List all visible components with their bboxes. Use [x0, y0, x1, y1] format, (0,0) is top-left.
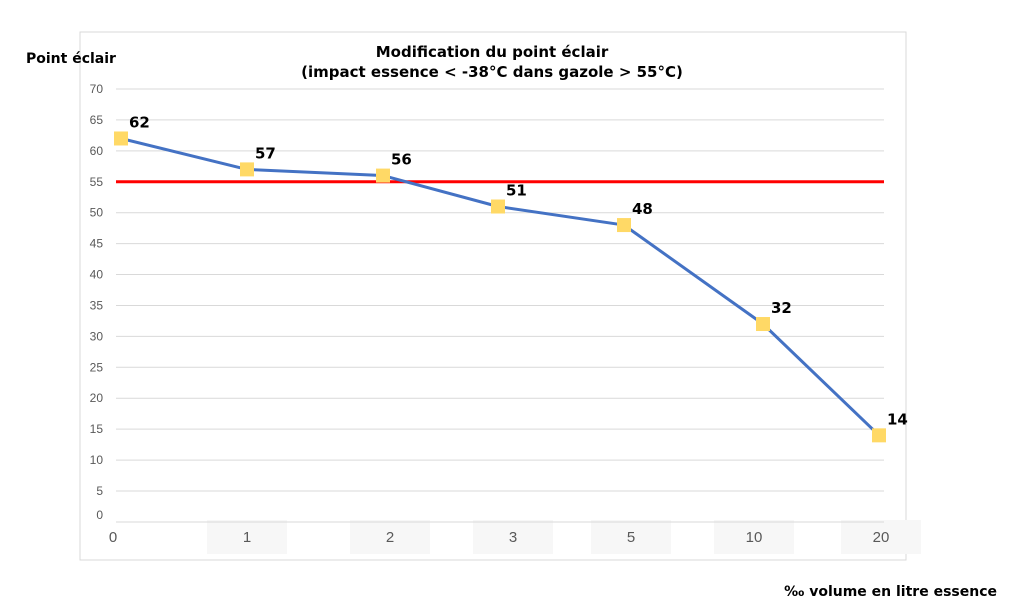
- data-label: 14: [887, 410, 908, 428]
- y-tick-label: 30: [90, 329, 104, 343]
- y-tick-label: 10: [90, 453, 104, 467]
- x-tick-label: 0: [109, 529, 117, 546]
- data-labels: 62 57 56 51 48 32 14: [129, 113, 908, 428]
- x-category-band: [714, 520, 794, 554]
- data-point-marker: [114, 131, 128, 146]
- y-tick-label: 50: [90, 206, 104, 220]
- data-label: 48: [632, 200, 653, 218]
- data-point-marker: [617, 218, 631, 233]
- x-tick-label: 3: [509, 529, 517, 546]
- x-category-backgrounds: [207, 520, 921, 554]
- chart-title-line-2: (impact essence < -38°C dans gazole > 55…: [301, 63, 683, 81]
- data-point-marker: [376, 168, 390, 183]
- data-label: 32: [771, 299, 792, 317]
- data-point-marker: [240, 162, 254, 177]
- data-point-marker: [491, 199, 505, 214]
- x-category-band: [473, 520, 553, 554]
- x-tick-label: 10: [746, 529, 763, 546]
- plot-frame: [79, 31, 907, 561]
- y-tick-labels: 0 5 10 15 20 25 30 35 40 45 50 55 60 65 70: [90, 82, 104, 522]
- data-label: 56: [391, 151, 412, 169]
- y-tick-label: 65: [90, 113, 104, 127]
- y-tick-label: 40: [90, 268, 104, 282]
- data-label: 57: [255, 144, 276, 162]
- y-tick-label: 25: [90, 360, 104, 374]
- y-axis-label: Point éclair: [26, 51, 116, 67]
- y-tick-label: 20: [90, 391, 104, 405]
- data-point-marker: [872, 428, 886, 443]
- data-label: 62: [129, 113, 150, 131]
- data-label: 51: [506, 182, 527, 200]
- y-tick-label: 5: [96, 484, 103, 498]
- x-category-band: [207, 520, 287, 554]
- y-tick-label: 35: [90, 298, 104, 312]
- chart-title-line-1: Modification du point éclair: [376, 43, 609, 61]
- x-tick-label: 1: [243, 529, 251, 546]
- gridlines: [116, 88, 884, 523]
- y-tick-label: 0: [96, 508, 103, 522]
- x-tick-label: 5: [627, 529, 635, 546]
- x-tick-label: 2: [386, 529, 394, 546]
- x-category-band: [841, 520, 921, 554]
- y-tick-label: 55: [90, 175, 104, 189]
- data-point-marker: [756, 317, 770, 332]
- x-category-band: [591, 520, 671, 554]
- data-markers: [114, 131, 886, 443]
- y-tick-label: 70: [90, 82, 104, 96]
- x-axis-label: ‰ volume en litre essence: [784, 584, 997, 600]
- x-tick-labels: 0 1 2 3 5 10 20: [109, 529, 890, 546]
- x-category-band: [350, 520, 430, 554]
- y-tick-label: 60: [90, 144, 104, 158]
- y-tick-label: 45: [90, 237, 104, 251]
- y-tick-label: 15: [90, 422, 104, 436]
- x-tick-label: 20: [873, 529, 890, 546]
